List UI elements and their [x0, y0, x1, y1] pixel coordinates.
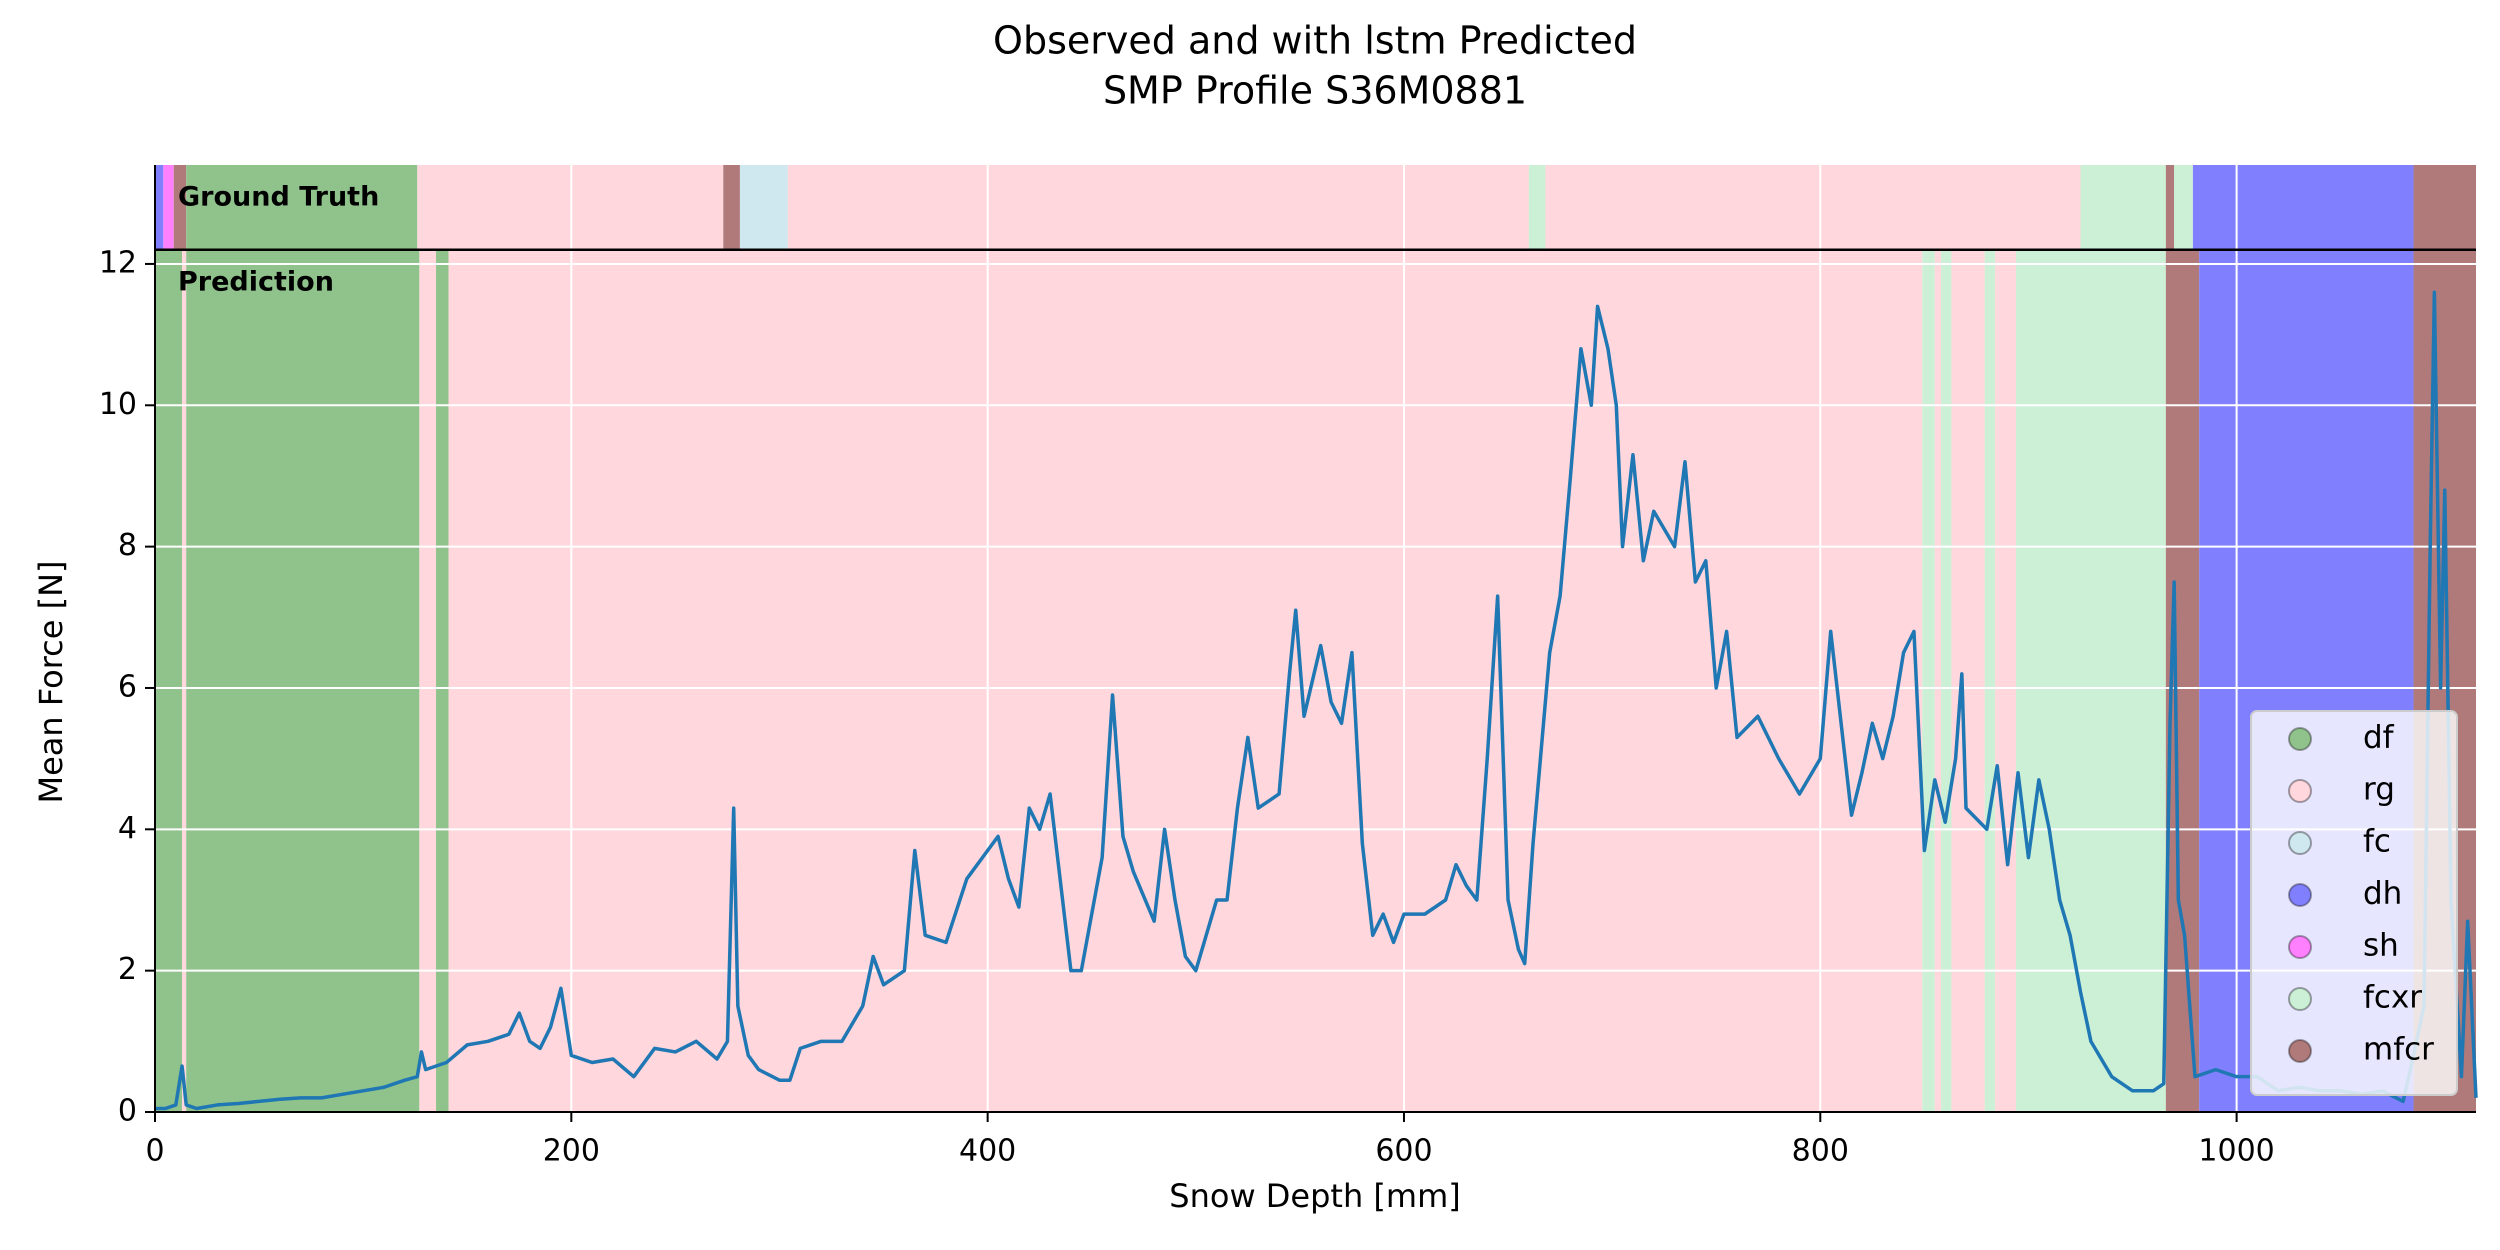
legend-label: fcxr [2363, 980, 2422, 1016]
class-segment [182, 249, 187, 1112]
legend-marker [2288, 987, 2312, 1011]
x-tick-label: 1000 [2198, 1134, 2274, 1169]
legend-label: df [2363, 720, 2395, 756]
x-tick-label: 400 [959, 1134, 1016, 1169]
x-tick-label: 800 [1792, 1134, 1849, 1169]
class-segment [1934, 249, 1942, 1112]
legend-marker [2288, 831, 2312, 855]
legend-label: fc [2363, 824, 2391, 860]
class-segment [186, 165, 418, 250]
legend-marker [2288, 935, 2312, 959]
class-segment [436, 249, 449, 1112]
class-segment [2080, 165, 2166, 250]
data-line [155, 290, 2478, 1111]
x-tick-label: 600 [1375, 1134, 1432, 1169]
class-segment [1941, 249, 1952, 1112]
class-segment [173, 165, 187, 250]
y-tick-label: 10 [99, 387, 137, 422]
class-segment [1984, 249, 1996, 1112]
x-tick-label: 200 [543, 1134, 600, 1169]
class-segment [2165, 165, 2175, 250]
chart-title: Observed and with lstm Predicted [993, 19, 1637, 63]
class-segment [419, 249, 437, 1112]
class-segment [186, 249, 420, 1112]
class-segment [2192, 165, 2414, 250]
class-segment [1528, 165, 1546, 250]
legend-label: mfcr [2363, 1032, 2434, 1068]
class-segment [155, 249, 183, 1112]
class-segment [723, 165, 740, 250]
legend-label: sh [2363, 928, 2399, 964]
legend-label: rg [2363, 772, 2395, 808]
class-segment [2015, 249, 2166, 1112]
class-segment [2174, 165, 2193, 250]
x-tick-label: 0 [145, 1134, 164, 1169]
class-segment [1545, 165, 2081, 250]
band-label: Ground Truth [178, 182, 379, 213]
class-segment [1995, 249, 2016, 1112]
legend-marker [2288, 727, 2312, 751]
chart-title: SMP Profile S36M0881 [1103, 69, 1527, 113]
legend-marker [2288, 779, 2312, 803]
y-tick-label: 6 [118, 669, 137, 704]
y-tick-label: 8 [118, 528, 137, 563]
legend-label: dh [2363, 876, 2402, 912]
class-segment [787, 165, 1529, 250]
x-axis-label: Snow Depth [mm] [1169, 1177, 1460, 1215]
y-tick-label: 0 [118, 1094, 137, 1129]
class-segment [739, 165, 788, 250]
y-tick-label: 12 [99, 245, 137, 280]
y-tick-label: 4 [118, 811, 137, 846]
class-segment [2413, 165, 2476, 250]
band-label: Prediction [178, 266, 334, 297]
class-segment [1951, 249, 1985, 1112]
class-segment [417, 165, 724, 250]
class-segment [448, 249, 1923, 1112]
y-tick-label: 2 [118, 952, 137, 987]
class-segment [155, 165, 164, 250]
legend-marker [2288, 883, 2312, 907]
y-axis-label: Mean Force [N] [32, 560, 70, 803]
legend-marker [2288, 1039, 2312, 1063]
class-segment [1922, 249, 1935, 1112]
class-segment [163, 165, 174, 250]
